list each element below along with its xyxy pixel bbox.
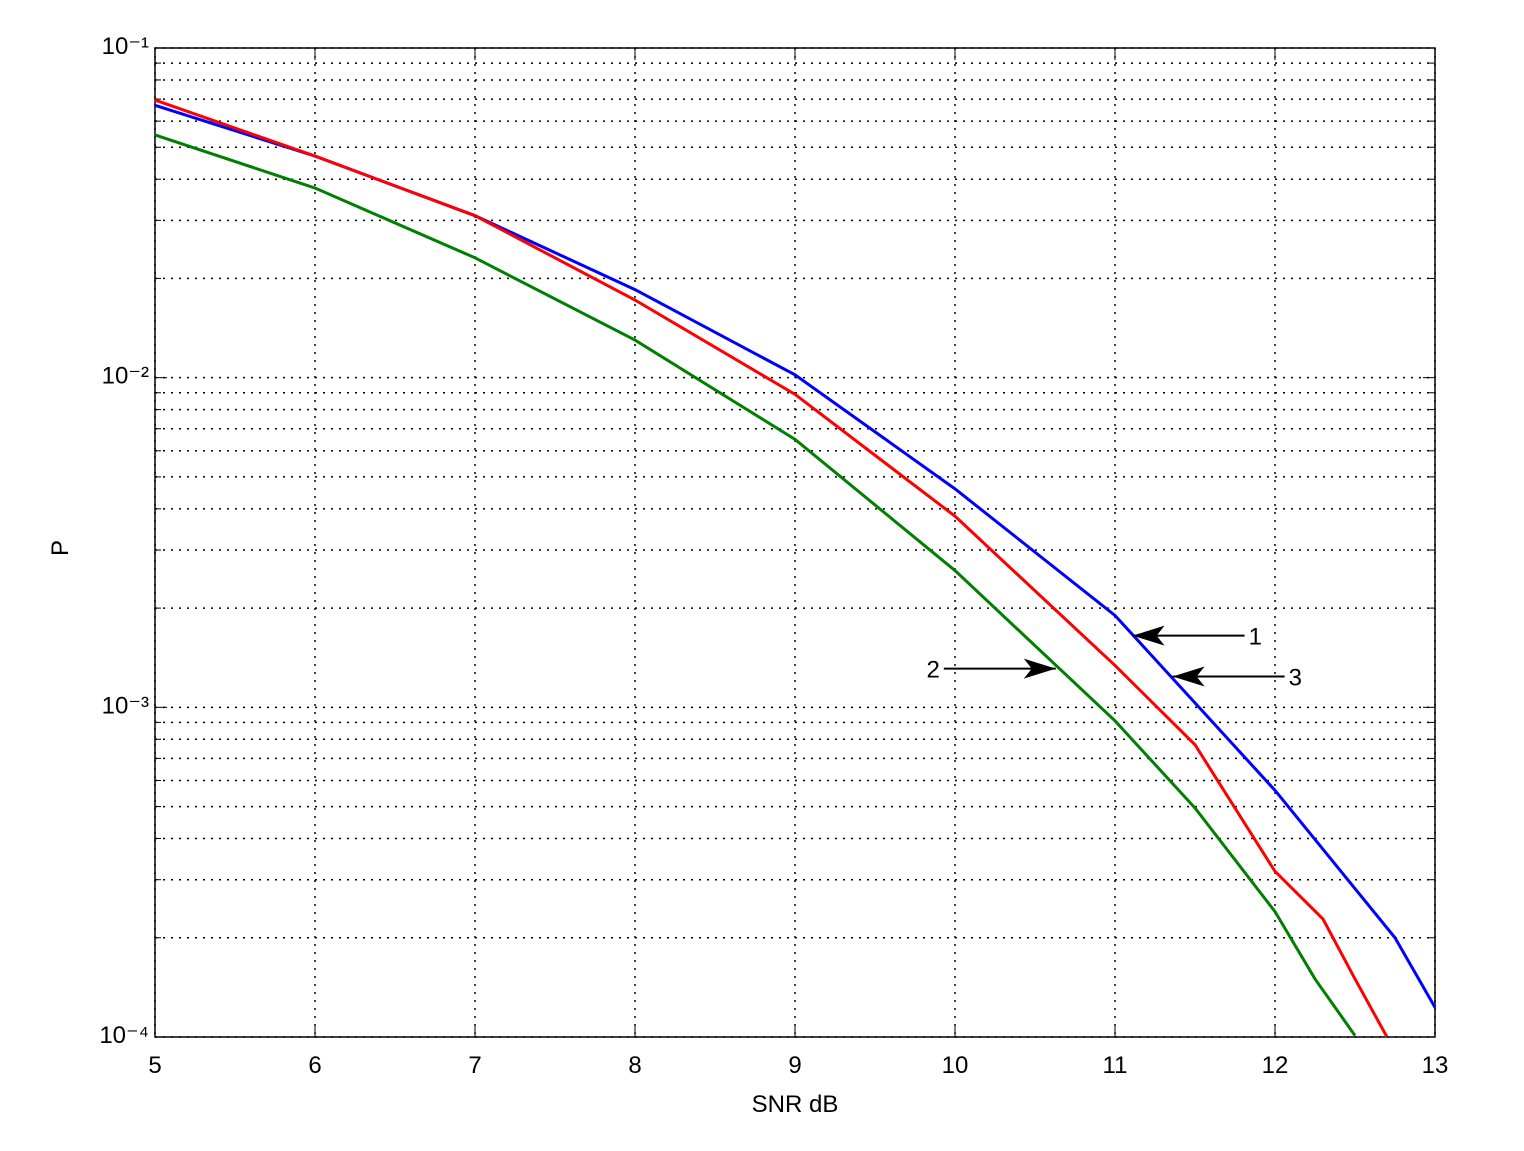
x-tick-label: 10	[942, 1052, 969, 1079]
x-tick-label: 12	[1262, 1052, 1289, 1079]
annotation-label: 2	[926, 657, 939, 684]
y-tick-label: 10⁻³	[102, 692, 149, 719]
x-tick-label: 8	[628, 1052, 641, 1079]
y-axis-label: P	[47, 540, 74, 556]
annotation-arrowhead	[1023, 658, 1056, 679]
annotation-label: 3	[1289, 665, 1302, 692]
x-tick-label: 11	[1103, 1052, 1128, 1079]
data-line	[154, 133, 1357, 1037]
y-tick-label: 10⁻¹	[102, 33, 149, 60]
x-tick-label: 9	[788, 1052, 801, 1079]
annotation-label: 1	[1249, 624, 1262, 651]
annotation-arrowhead	[1132, 625, 1165, 646]
y-tick-label: 10⁻²	[102, 363, 149, 390]
x-axis-label: SNR dB	[752, 1091, 839, 1118]
data-line	[154, 98, 1389, 1038]
x-tick-label: 5	[148, 1052, 161, 1079]
annotation-arrowhead	[1172, 666, 1205, 687]
x-tick-label: 13	[1422, 1052, 1449, 1079]
x-tick-label: 7	[468, 1052, 481, 1079]
plot-frame	[154, 47, 1436, 1038]
y-tick-label: 10⁻⁴	[99, 1022, 149, 1049]
x-tick-label: 6	[308, 1052, 321, 1079]
